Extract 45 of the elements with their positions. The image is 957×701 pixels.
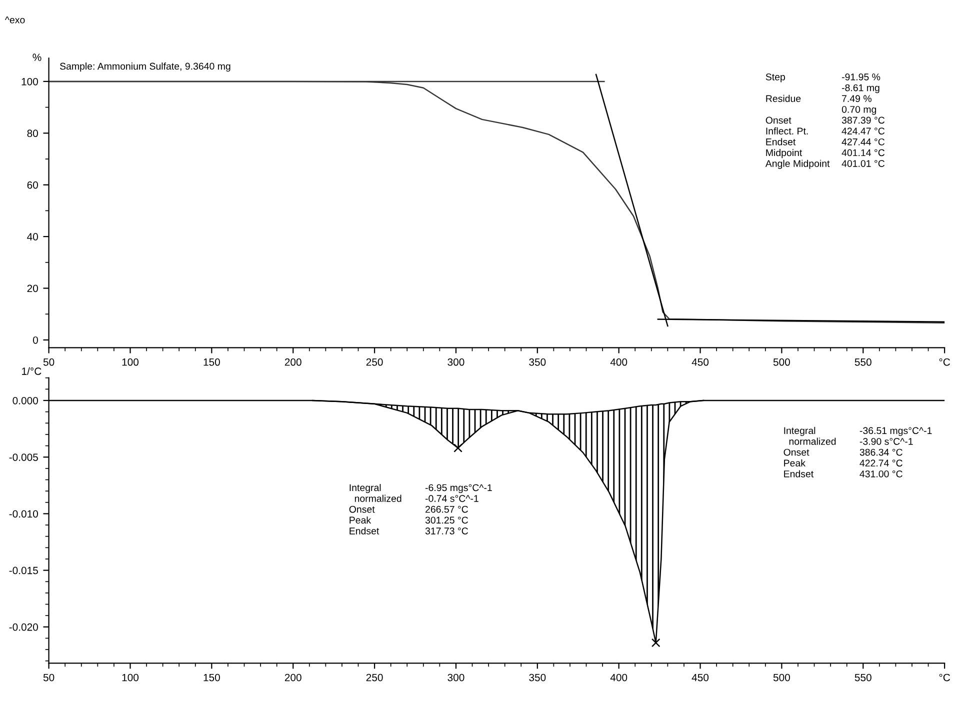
- x-tick-label: 400: [610, 674, 628, 682]
- x-tick-label: °C: [939, 358, 950, 366]
- x-tick-label: 350: [529, 674, 546, 682]
- x-tick-label: 350: [529, 358, 546, 366]
- y-axis-title: %: [32, 54, 42, 61]
- y-tick-label: 40: [27, 233, 38, 240]
- annotation: Integral normalized Onset Peak Endset: [784, 426, 836, 478]
- y-tick-label: 20: [27, 284, 38, 292]
- x-tick-label: 100: [122, 358, 139, 366]
- x-tick-label: 400: [610, 358, 628, 366]
- x-tick-label: 300: [448, 358, 464, 366]
- y-tick-label: -0.015: [9, 566, 38, 574]
- x-tick-label: 150: [204, 358, 220, 366]
- text: -91.95 % -8.61 mg 7.49 % 0.70 mg 387.39 °C 424.47 °C 427.44 °C 401.14 °C 401.01 °C: [842, 73, 885, 167]
- y-tick-label: 0.000: [12, 396, 38, 404]
- x-tick-label: 200: [284, 674, 302, 682]
- x-tick-label: 150: [204, 674, 220, 682]
- x-tick-label: 450: [692, 674, 709, 682]
- y-tick-label: 80: [27, 130, 38, 138]
- annotation: Integral normalized Onset Peak Endset: [349, 484, 402, 534]
- y-tick-label: 100: [22, 78, 38, 86]
- y-tick-label: 60: [27, 181, 38, 189]
- x-tick-label: 50: [43, 674, 54, 682]
- x-tick-label: 50: [43, 358, 54, 366]
- x-tick-label: 250: [366, 674, 383, 682]
- x-tick-label: 100: [122, 674, 139, 682]
- y-tick-label: -0.005: [9, 454, 38, 461]
- annotation: Sample: Ammonium Sulfate, 9.3640 mg: [60, 62, 230, 72]
- text: ^exo: [4, 16, 25, 24]
- annotation: -6.95 mgs°C^-1 -0.74 s°C^-1 266.57 °C 301.25 °C 317.73 °C: [425, 484, 492, 534]
- x-tick-label: 550: [854, 358, 872, 366]
- x-tick-label: 450: [692, 358, 709, 366]
- x-tick-label: 500: [773, 674, 790, 682]
- x-tick-label: 250: [366, 358, 383, 366]
- y-tick-label: -0.010: [9, 510, 38, 518]
- x-tick-label: 500: [773, 358, 790, 366]
- x-tick-label: 300: [448, 674, 464, 682]
- x-tick-label: °C: [939, 674, 950, 682]
- x-tick-label: 200: [284, 358, 302, 366]
- y-tick-label: 0: [33, 336, 38, 344]
- x-tick-label: 550: [854, 674, 872, 682]
- y-axis-title: 1/°C: [22, 367, 42, 375]
- text: Step Residue Onset Inflect. Pt. Endset Midpoint Angle Midpoint: [765, 73, 830, 169]
- y-tick-label: -0.020: [9, 623, 38, 631]
- annotation: -36.51 mgs°C^-1 -3.90 s°C^-1 386.34 °C 422.74 °C 431.00 °C: [860, 427, 932, 478]
